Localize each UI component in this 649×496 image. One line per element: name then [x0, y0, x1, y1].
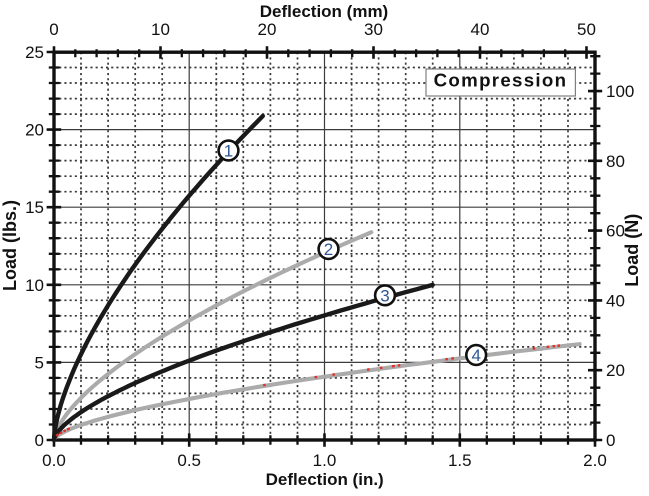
svg-text:0: 0 [49, 20, 58, 39]
svg-text:Compression: Compression [434, 70, 568, 91]
svg-text:3: 3 [380, 287, 389, 306]
svg-text:Deflection (in.): Deflection (in.) [266, 470, 384, 489]
svg-text:40: 40 [471, 20, 490, 39]
svg-text:20: 20 [258, 20, 277, 39]
svg-text:10: 10 [151, 20, 170, 39]
svg-text:100: 100 [606, 82, 634, 101]
svg-text:20: 20 [606, 361, 625, 380]
svg-text:5: 5 [35, 353, 44, 372]
svg-text:0.5: 0.5 [177, 451, 201, 470]
svg-text:0: 0 [606, 431, 615, 450]
svg-text:0.0: 0.0 [42, 451, 66, 470]
svg-text:2.0: 2.0 [583, 451, 607, 470]
svg-text:4: 4 [471, 346, 480, 365]
svg-text:Load (N): Load (N) [622, 214, 642, 287]
svg-text:1.5: 1.5 [448, 451, 472, 470]
svg-text:1.0: 1.0 [313, 451, 337, 470]
svg-text:2: 2 [324, 240, 333, 259]
svg-text:Deflection (mm): Deflection (mm) [260, 2, 388, 21]
svg-text:60: 60 [606, 222, 625, 241]
svg-text:40: 40 [606, 291, 625, 310]
svg-text:10: 10 [25, 276, 44, 295]
svg-text:Load (lbs.): Load (lbs.) [0, 200, 20, 291]
svg-text:20: 20 [25, 121, 44, 140]
svg-text:50: 50 [577, 20, 596, 39]
svg-text:0: 0 [35, 431, 44, 450]
svg-text:1: 1 [224, 142, 233, 161]
svg-text:80: 80 [606, 152, 625, 171]
svg-text:25: 25 [25, 43, 44, 62]
svg-text:15: 15 [25, 198, 44, 217]
svg-text:30: 30 [364, 20, 383, 39]
